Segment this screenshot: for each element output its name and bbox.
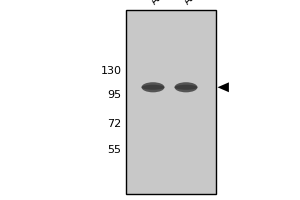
Ellipse shape xyxy=(175,82,197,92)
Ellipse shape xyxy=(175,85,197,90)
Bar xyxy=(126,10,216,194)
Polygon shape xyxy=(218,82,229,92)
Text: A2058: A2058 xyxy=(149,0,178,6)
Text: 72: 72 xyxy=(107,119,122,129)
Ellipse shape xyxy=(142,82,164,92)
Text: 130: 130 xyxy=(100,66,122,76)
Ellipse shape xyxy=(142,85,164,90)
Text: A375: A375 xyxy=(182,0,207,6)
Text: 55: 55 xyxy=(107,145,122,155)
Text: 95: 95 xyxy=(107,90,122,100)
